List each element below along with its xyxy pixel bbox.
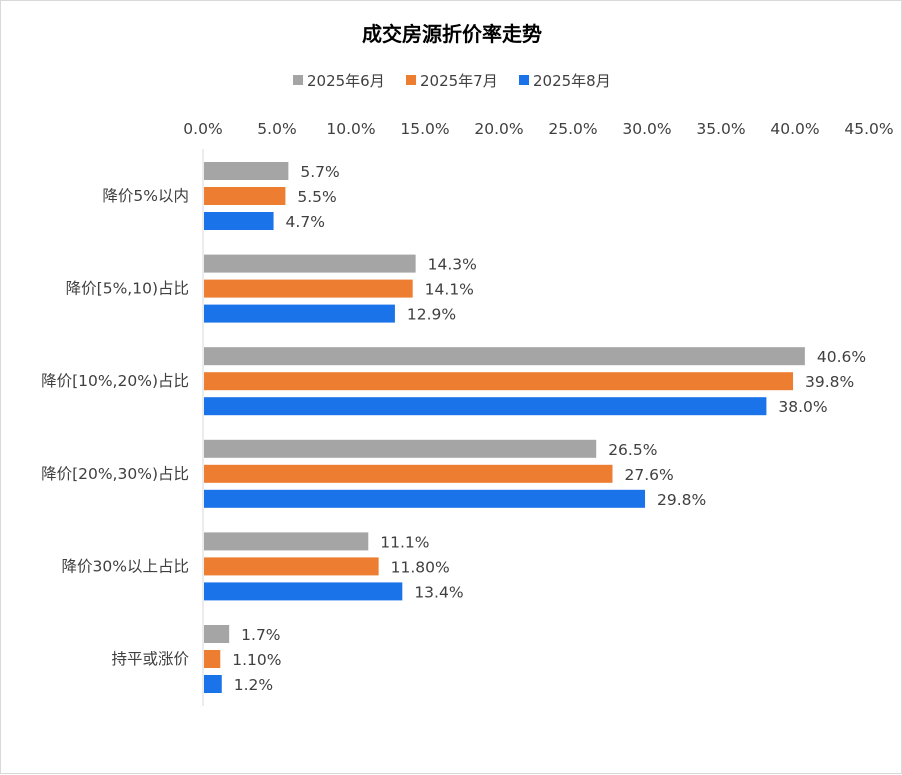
legend-swatch-series-2: [406, 75, 416, 85]
value-label-series-3-category-5: 13.4%: [414, 583, 463, 601]
bar-series-2-category-6: [204, 650, 221, 668]
value-label-series-2-category-3: 39.8%: [805, 373, 854, 391]
legend-swatch-series-3: [519, 75, 529, 85]
bar-series-2-category-4: [204, 464, 613, 483]
x-tick-label-1: 5.0%: [257, 120, 296, 138]
value-label-series-1-category-5: 11.1%: [380, 533, 429, 551]
legend-label-series-1: 2025年6月: [307, 72, 385, 90]
bar-series-1-category-1: [204, 162, 289, 180]
legend-label-series-2: 2025年7月: [420, 72, 498, 90]
value-label-series-1-category-4: 26.5%: [608, 441, 657, 459]
category-label-4: 降价[20%,30%)占比: [41, 465, 189, 483]
value-label-series-1-category-6: 1.7%: [241, 626, 280, 644]
category-label-2: 降价[5%,10)占比: [66, 280, 189, 298]
x-tick-label-0: 0.0%: [183, 120, 222, 138]
x-tick-label-5: 25.0%: [548, 120, 597, 138]
bar-series-2-category-2: [204, 279, 413, 298]
bar-series-3-category-3: [204, 397, 767, 416]
x-axis-tick-labels: 0.0% 5.0% 10.0% 15.0% 20.0% 25.0% 30.0% 35.0% 40…: [183, 120, 893, 138]
chart-title: 成交房源折价率走势: [362, 22, 542, 46]
legend-swatch-series-1: [293, 75, 303, 85]
bar-series-2-category-3: [204, 372, 794, 391]
bar-series-3-category-6: [204, 675, 222, 693]
x-tick-label-2: 10.0%: [326, 120, 375, 138]
x-tick-label-9: 45.0%: [844, 120, 893, 138]
value-label-series-3-category-3: 38.0%: [778, 398, 827, 416]
chart-legend: 2025年6月 2025年7月 2025年8月: [293, 72, 611, 90]
value-label-series-3-category-4: 29.8%: [657, 491, 706, 509]
category-label-1: 降价5%以内: [102, 187, 189, 205]
category-label-3: 降价[10%,20%)占比: [41, 372, 189, 390]
x-tick-label-3: 15.0%: [400, 120, 449, 138]
value-label-series-3-category-1: 4.7%: [286, 213, 325, 231]
x-tick-label-7: 35.0%: [696, 120, 745, 138]
bar-series-3-category-4: [204, 489, 646, 508]
bar-series-2-category-5: [204, 557, 379, 576]
bar-series-3-category-2: [204, 304, 395, 323]
value-label-series-2-category-6: 1.10%: [232, 651, 281, 669]
x-tick-label-6: 30.0%: [622, 120, 671, 138]
category-labels: 降价5%以内降价[5%,10)占比降价[10%,20%)占比降价[20%,30%…: [41, 187, 189, 668]
x-tick-label-8: 40.0%: [770, 120, 819, 138]
bar-series-1-category-4: [204, 439, 597, 458]
value-label-series-1-category-2: 14.3%: [428, 256, 477, 274]
bar-series-1-category-5: [204, 532, 369, 551]
x-tick-label-4: 20.0%: [474, 120, 523, 138]
value-label-series-2-category-1: 5.5%: [297, 188, 336, 206]
category-label-6: 持平或涨价: [111, 650, 189, 668]
legend-label-series-3: 2025年8月: [533, 72, 611, 90]
bar-series-3-category-5: [204, 582, 403, 601]
bar-series-3-category-1: [204, 212, 274, 230]
value-label-series-2-category-5: 11.80%: [391, 558, 450, 576]
bars: [204, 162, 805, 693]
value-label-series-2-category-4: 27.6%: [624, 466, 673, 484]
value-label-series-1-category-1: 5.7%: [300, 163, 339, 181]
value-label-series-3-category-2: 12.9%: [407, 306, 456, 324]
bar-series-1-category-2: [204, 254, 416, 273]
value-label-series-1-category-3: 40.6%: [817, 348, 866, 366]
bar-series-1-category-3: [204, 347, 805, 366]
bar-series-1-category-6: [204, 625, 230, 643]
value-labels: 5.7% 5.5% 4.7% 14.3% 14.1% 12.9% 40.6% 39.8% 38.…: [232, 163, 866, 694]
value-label-series-3-category-6: 1.2%: [234, 676, 273, 694]
value-label-series-2-category-2: 14.1%: [425, 281, 474, 299]
bar-series-2-category-1: [204, 187, 286, 205]
category-label-5: 降价30%以上占比: [62, 557, 189, 575]
